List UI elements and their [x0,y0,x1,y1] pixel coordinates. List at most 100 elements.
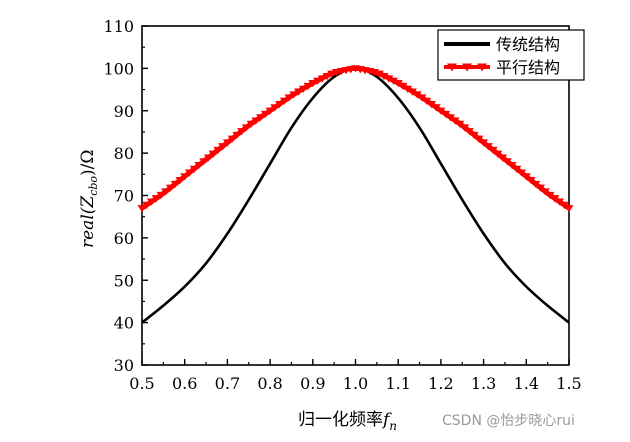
series-marker [137,205,147,213]
series-marker [251,117,261,125]
series-marker [241,124,251,132]
series-marker [483,143,493,151]
x-tick-label-4: 0.9 [300,374,325,393]
watermark: CSDN @怡步晓心rui [442,413,575,429]
x-tick-label-6: 1.1 [385,374,410,393]
y-axis-title-prefix: real(Z [78,195,98,248]
series-marker [308,80,318,88]
series-marker [194,161,204,170]
series-marker [213,146,223,155]
legend-marker-2 [477,63,487,72]
x-tick-label-10: 1.5 [556,374,581,393]
series-marker [327,70,337,78]
y-tick-label-0: 30 [114,356,134,375]
series-marker [445,114,455,122]
series-marker [374,70,384,78]
series-marker [498,154,508,162]
y-tick-label-3: 60 [114,229,134,248]
series-marker [218,143,228,151]
series-marker [189,165,199,173]
legend-marker-0 [447,63,457,72]
series-marker [384,75,394,83]
series-marker [203,154,213,162]
series-group [137,65,574,324]
series-marker [398,82,408,91]
series-marker [526,177,536,185]
series-marker [555,198,565,206]
series-marker [441,110,451,119]
series-marker [284,94,294,102]
series-marker [208,150,218,158]
series-marker [151,195,161,203]
y-tick-label-7: 100 [103,59,134,78]
series-marker [417,94,427,102]
series-marker [232,131,242,140]
series-marker [184,169,194,177]
y-axis-title-suffix: )/Ω [78,149,98,175]
x-tick-label-0: 0.5 [129,374,154,393]
x-tick-label-2: 0.7 [215,374,240,393]
legend-label-series-1: 平行结构 [496,58,560,77]
series-marker [180,173,190,181]
x-tick-label-9: 1.4 [514,374,539,393]
x-tick-label-3: 0.8 [257,374,282,393]
x-axis-title-var: f [381,410,392,430]
series-marker [265,107,275,115]
series-line-0 [141,67,570,324]
y-tick-label-4: 70 [114,187,134,206]
series-marker [317,75,327,83]
y-axis-title-sub: cbo [87,176,100,196]
series-marker [422,97,432,105]
series-marker [322,72,332,81]
series-marker [246,120,256,128]
series-markers-1 [137,65,574,213]
series-marker [222,139,232,147]
legend-markers [447,63,487,72]
series-marker [431,104,441,112]
series-marker [142,201,152,209]
series-marker [161,188,171,196]
x-axis-title: 归一化频率fn [298,410,397,433]
series-line-1 [140,65,571,211]
series-marker [493,150,503,158]
series-marker [403,85,413,93]
y-tick-label-2: 50 [114,271,134,290]
series-marker [550,195,560,203]
series-marker [412,91,422,99]
x-axis-title-sub: n [389,419,397,433]
series-marker [388,77,398,85]
series-marker [536,184,546,192]
x-tick-label-5: 1.0 [343,374,368,393]
legend-label-series-0: 传统结构 [496,35,560,54]
series-marker [479,139,489,147]
series-marker [156,191,166,200]
series-marker [531,180,541,189]
series-marker [298,85,308,93]
y-tick-label-6: 90 [114,102,134,121]
series-marker [294,88,304,96]
series-marker [289,91,299,99]
y-axis-title: real(Zcbo)/Ω [78,149,100,248]
x-axis-title-text: 归一化频率 [298,410,383,430]
legend-box [437,29,585,81]
series-marker [436,107,446,115]
y-tick-label-8: 110 [103,17,134,36]
x-tick-label-7: 1.2 [428,374,453,393]
y-tick-label-5: 80 [114,144,134,163]
series-marker [488,146,498,155]
series-marker [270,104,280,112]
series-marker [237,128,247,136]
series-marker [256,114,266,122]
series-marker [393,80,403,88]
series-marker [199,158,209,166]
series-marker [175,177,185,185]
series-marker [464,128,474,136]
series-marker [559,201,569,209]
series-marker [564,205,574,213]
legend-marker-1 [462,63,472,72]
series-marker [455,120,465,128]
series-marker [275,101,285,109]
series-marker [474,135,484,143]
series-marker [512,165,522,173]
